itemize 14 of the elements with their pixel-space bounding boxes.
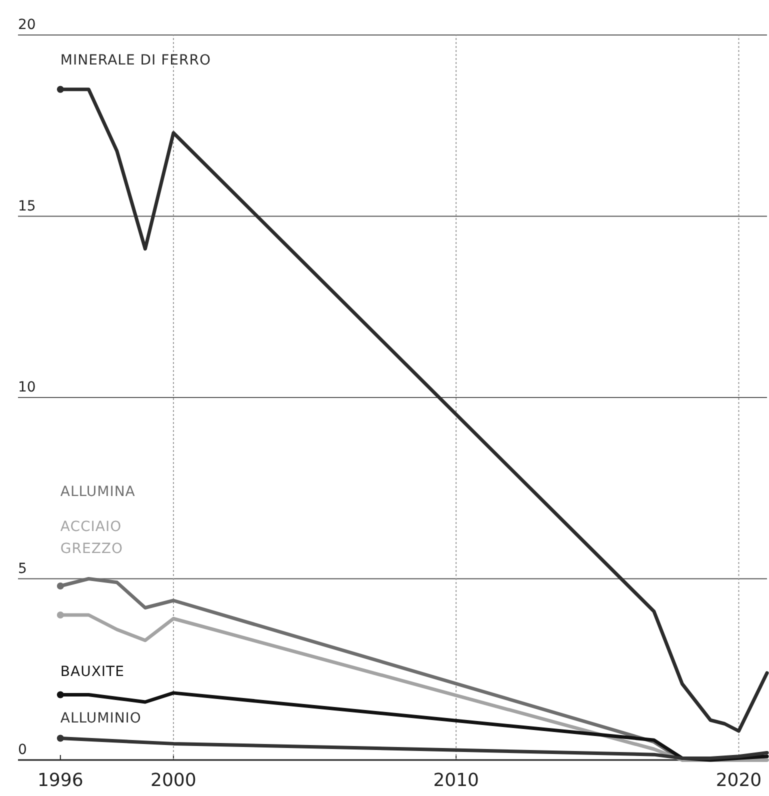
x-tick-label: 2020 bbox=[716, 770, 762, 791]
text: ACCIAIO GREZZO bbox=[60, 519, 124, 557]
series-label: BAUXITE bbox=[60, 664, 124, 680]
y-tick-label: 20 bbox=[18, 17, 36, 33]
y-tick-label: 10 bbox=[18, 380, 36, 396]
series-label: MINERALE DI FERRO bbox=[60, 52, 211, 68]
x-tick-label: 2010 bbox=[433, 770, 479, 791]
series-label: ALLUMINIO bbox=[60, 710, 142, 726]
y-tick-label: 0 bbox=[18, 742, 27, 758]
x-tick-label: 2000 bbox=[150, 770, 196, 791]
x-tick-label: 1996 bbox=[37, 770, 84, 791]
y-tick-label: 5 bbox=[18, 560, 27, 577]
y-tick-label: 15 bbox=[18, 198, 36, 214]
text: ALLUMINA bbox=[60, 484, 136, 500]
